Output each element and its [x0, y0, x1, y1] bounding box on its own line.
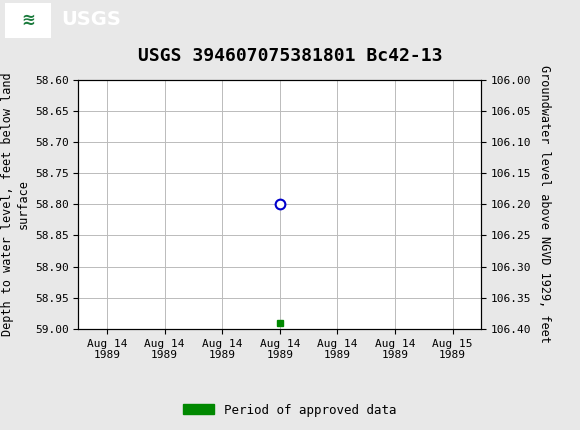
Y-axis label: Depth to water level, feet below land
surface: Depth to water level, feet below land su…	[1, 72, 29, 336]
Text: USGS 394607075381801 Bc42-13: USGS 394607075381801 Bc42-13	[138, 47, 442, 65]
Legend: Period of approved data: Period of approved data	[178, 399, 402, 421]
Text: ≋: ≋	[21, 11, 35, 29]
Text: USGS: USGS	[61, 10, 121, 29]
FancyBboxPatch shape	[5, 3, 51, 37]
Y-axis label: Groundwater level above NGVD 1929, feet: Groundwater level above NGVD 1929, feet	[538, 65, 551, 343]
